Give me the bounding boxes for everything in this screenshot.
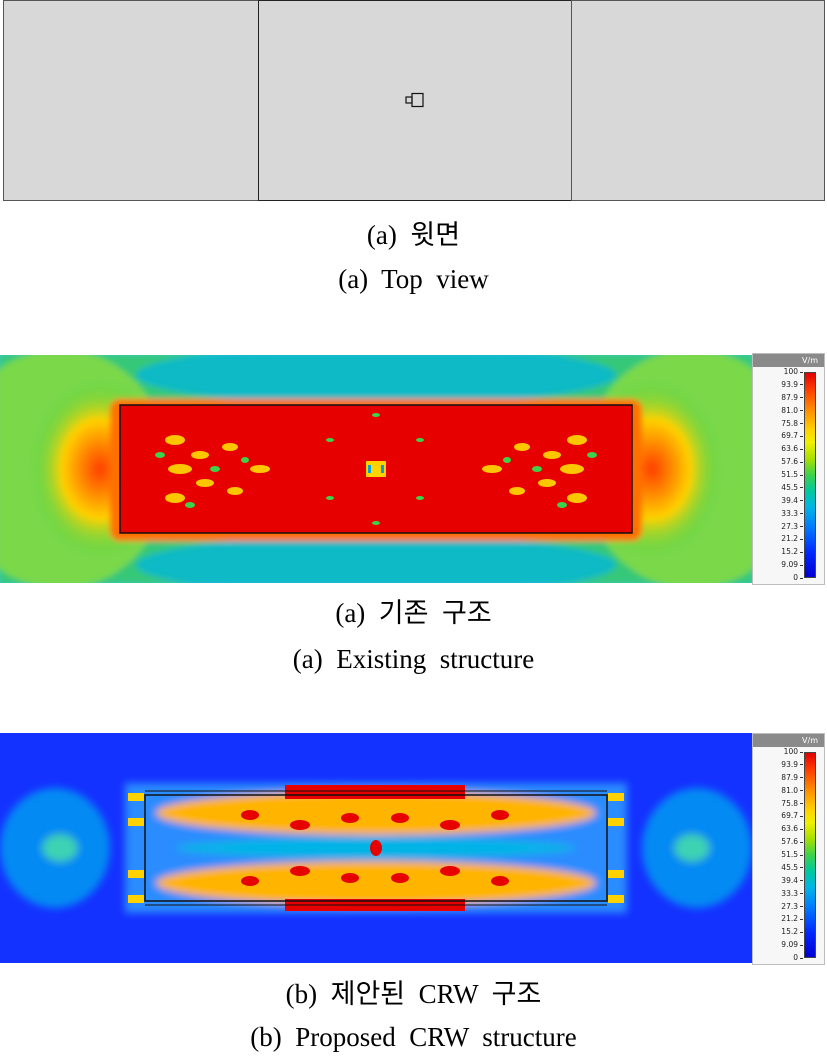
field-plot-proposed — [0, 733, 752, 963]
legend-tick-label: 9.09 — [781, 561, 803, 569]
legend-tick-label: 100 — [784, 368, 803, 376]
top-view-center-panel — [258, 0, 572, 201]
legend-tick-label: 15.2 — [781, 928, 803, 936]
legend-ticks: 100 93.9 87.9 81.0 75.8 69.7 63.6 57.6 51.5 45.5 3… — [753, 748, 803, 962]
legend-tick-label: 87.9 — [781, 393, 803, 402]
legend-tick-label: 45.5 — [781, 483, 803, 492]
feed-port-icon — [405, 92, 424, 108]
legend-tick-label: 63.6 — [781, 825, 803, 833]
legend-tick-label: 75.8 — [781, 799, 803, 808]
color-scale-legend-b: V/m 100 93.9 87.9 81.0 75.8 69.7 63.6 57.6 51.5 4… — [752, 733, 825, 965]
top-view-right-panel — [571, 0, 825, 201]
legend-unit: V/m — [753, 734, 824, 747]
legend-color-bar — [804, 752, 816, 958]
legend-tick-label: 57.6 — [781, 458, 803, 466]
legend-tick-label: 0 — [793, 574, 803, 582]
caption-top-view-ko: (a) 윗면 — [366, 220, 461, 250]
legend-tick-label: 87.9 — [781, 773, 803, 782]
legend-tick-label: 27.3 — [781, 522, 803, 531]
legend-tick-label: 9.09 — [781, 941, 803, 949]
legend-tick-label: 51.5 — [781, 851, 803, 859]
legend-tick-label: 93.9 — [781, 760, 803, 769]
color-scale-legend-a: V/m 100 93.9 87.9 81.0 75.8 69.7 63.6 57.6 51.5 4… — [752, 353, 825, 585]
legend-tick-label: 81.0 — [781, 406, 803, 415]
legend-color-bar — [804, 372, 816, 578]
legend-tick-label: 39.4 — [781, 496, 803, 505]
caption-existing-ko: (a) 기존 구조 — [335, 598, 492, 628]
legend-tick-label: 100 — [784, 748, 803, 756]
legend-tick-label: 15.2 — [781, 548, 803, 556]
legend-tick-label: 21.2 — [781, 915, 803, 923]
legend-tick-label: 33.3 — [781, 889, 803, 898]
caption-existing-en: (a) Existing structure — [292, 644, 535, 674]
legend-tick-label: 51.5 — [781, 471, 803, 479]
legend-tick-label: 69.7 — [781, 812, 803, 820]
field-plot-existing — [0, 355, 752, 583]
legend-tick-label: 57.6 — [781, 838, 803, 846]
caption-proposed-en: (b) Proposed CRW structure — [250, 1022, 577, 1052]
legend-tick-label: 0 — [793, 954, 803, 962]
legend-unit: V/m — [753, 354, 824, 367]
legend-ticks: 100 93.9 87.9 81.0 75.8 69.7 63.6 57.6 51.5 45.5 3… — [753, 368, 803, 582]
top-view-left-panel — [3, 0, 259, 201]
legend-tick-label: 27.3 — [781, 902, 803, 911]
legend-tick-label: 39.4 — [781, 876, 803, 885]
legend-tick-label: 33.3 — [781, 509, 803, 518]
legend-tick-label: 21.2 — [781, 535, 803, 543]
caption-top-view-en: (a) Top view — [338, 264, 489, 294]
legend-tick-label: 69.7 — [781, 432, 803, 440]
legend-tick-label: 63.6 — [781, 445, 803, 453]
legend-tick-label: 81.0 — [781, 786, 803, 795]
legend-tick-label: 45.5 — [781, 863, 803, 872]
legend-tick-label: 93.9 — [781, 380, 803, 389]
legend-tick-label: 75.8 — [781, 419, 803, 428]
top-view-figure — [3, 0, 825, 202]
caption-proposed-ko: (b) 제안된 CRW 구조 — [285, 979, 542, 1009]
